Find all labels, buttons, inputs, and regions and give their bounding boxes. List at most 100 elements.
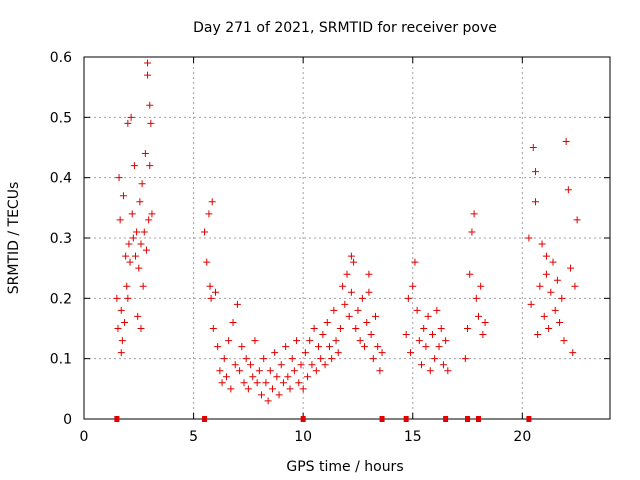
data-point bbox=[352, 325, 360, 332]
data-point bbox=[422, 343, 430, 351]
x-tick-label: 20 bbox=[513, 429, 531, 445]
data-point bbox=[253, 379, 261, 387]
baseline-marker bbox=[465, 416, 471, 422]
data-point bbox=[540, 312, 548, 320]
data-point bbox=[470, 210, 478, 218]
data-point bbox=[240, 379, 248, 387]
data-point bbox=[116, 216, 124, 224]
data-point bbox=[123, 282, 131, 290]
data-point bbox=[115, 174, 123, 182]
data-point bbox=[481, 318, 489, 326]
data-point bbox=[297, 361, 305, 369]
y-tick-label: 0 bbox=[63, 412, 72, 428]
data-point bbox=[558, 294, 566, 302]
data-point bbox=[244, 385, 252, 393]
data-point bbox=[350, 258, 358, 266]
data-point bbox=[203, 258, 211, 266]
data-point bbox=[216, 367, 224, 375]
data-point bbox=[277, 361, 285, 369]
data-point bbox=[325, 343, 333, 351]
data-point bbox=[286, 385, 294, 393]
baseline-marker bbox=[379, 416, 385, 422]
data-point bbox=[206, 282, 214, 290]
data-point bbox=[122, 252, 130, 260]
data-point bbox=[420, 325, 428, 332]
data-point bbox=[141, 150, 149, 158]
tick-labels: 0 5 10 15 20 0 0.1 0.2 0.3 0.4 0.5 0.6 bbox=[50, 50, 532, 445]
data-point bbox=[147, 119, 155, 127]
data-point bbox=[310, 325, 318, 332]
data-point bbox=[304, 373, 312, 381]
data-point bbox=[121, 318, 129, 326]
data-point bbox=[358, 294, 366, 302]
data-point bbox=[477, 282, 485, 290]
data-point bbox=[545, 325, 553, 332]
x-tick-label: 0 bbox=[80, 429, 89, 445]
data-point bbox=[356, 337, 364, 345]
data-point bbox=[376, 367, 384, 375]
data-point bbox=[560, 337, 568, 345]
data-point bbox=[124, 119, 132, 127]
data-point bbox=[527, 300, 535, 308]
data-point bbox=[564, 186, 572, 194]
data-point bbox=[347, 252, 355, 260]
data-point bbox=[367, 331, 375, 339]
data-point bbox=[144, 59, 152, 67]
data-point bbox=[142, 246, 150, 254]
data-point bbox=[464, 325, 472, 332]
data-point bbox=[138, 180, 146, 188]
x-tick-label: 10 bbox=[294, 429, 312, 445]
data-point bbox=[431, 355, 439, 363]
data-point bbox=[529, 144, 537, 151]
y-tick-label: 0.6 bbox=[50, 50, 72, 66]
data-point bbox=[144, 71, 152, 79]
data-point bbox=[209, 325, 217, 332]
data-point bbox=[146, 162, 154, 170]
data-point bbox=[549, 258, 557, 266]
data-point bbox=[208, 198, 216, 206]
data-point bbox=[317, 355, 325, 363]
data-point bbox=[229, 318, 237, 326]
data-point bbox=[404, 294, 412, 302]
data-point bbox=[135, 264, 143, 272]
data-point bbox=[542, 252, 550, 260]
data-point bbox=[371, 312, 379, 320]
data-point bbox=[126, 258, 134, 266]
data-point bbox=[114, 325, 122, 332]
data-point bbox=[140, 228, 148, 236]
data-point bbox=[328, 355, 336, 363]
data-point bbox=[378, 349, 386, 357]
data-point bbox=[339, 282, 347, 290]
data-point bbox=[227, 385, 235, 393]
data-point bbox=[137, 240, 145, 248]
data-point bbox=[238, 343, 246, 351]
data-point bbox=[214, 343, 222, 351]
data-point bbox=[569, 349, 577, 357]
data-point bbox=[249, 373, 257, 381]
data-point bbox=[113, 294, 121, 302]
data-point bbox=[442, 337, 450, 345]
data-point bbox=[562, 137, 570, 145]
data-point bbox=[139, 282, 147, 290]
data-point bbox=[205, 210, 213, 218]
data-point bbox=[124, 294, 132, 302]
data-point bbox=[332, 337, 340, 345]
data-point bbox=[233, 300, 241, 308]
grid-lines bbox=[84, 57, 610, 419]
data-point bbox=[251, 337, 259, 345]
data-point bbox=[374, 343, 382, 351]
data-point bbox=[125, 240, 133, 248]
data-point bbox=[306, 337, 314, 345]
data-point bbox=[433, 306, 441, 314]
data-point bbox=[282, 343, 290, 351]
data-point bbox=[330, 306, 338, 314]
data-point bbox=[538, 240, 546, 248]
data-point bbox=[271, 349, 279, 357]
data-point bbox=[268, 385, 276, 393]
data-point bbox=[472, 294, 480, 302]
data-point bbox=[299, 385, 307, 393]
data-point bbox=[553, 276, 561, 284]
data-point bbox=[556, 318, 564, 326]
baseline-marker bbox=[300, 416, 306, 422]
data-points bbox=[113, 59, 581, 405]
